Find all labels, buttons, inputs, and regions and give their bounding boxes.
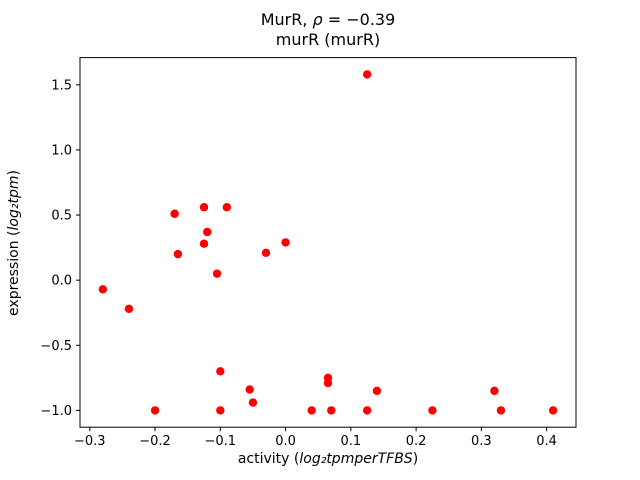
data-point [199,239,209,248]
data-point [212,269,222,278]
data-point [216,406,225,415]
y-axis-label: expression (log₂tpm) [6,133,22,353]
data-point [170,209,179,218]
y-tick-label: 1.5 [51,78,72,93]
x-axis-label-text: activity ( [237,451,300,467]
chart-title-line2: murR (murR) [275,30,381,49]
data-point [362,70,372,79]
title-text: MurR, [260,10,313,29]
data-point [245,385,254,394]
y-tick-label: 0.5 [51,209,72,224]
data-point [124,304,134,314]
data-point [490,386,499,396]
data-point [173,249,183,259]
data-point [428,406,437,415]
data-point [222,203,232,212]
x-tick-label: 0.3 [471,434,492,449]
x-tick-label: 0.2 [406,434,427,449]
data-point [362,406,372,415]
x-tick-label: −0.3 [74,434,106,449]
title-rho-symbol: ρ [312,10,323,29]
data-point [248,398,258,407]
data-point [98,285,108,294]
x-tick-label: 0.1 [340,434,361,449]
data-point [203,227,212,237]
chart-title-line1: MurR, ρ = −0.39 [80,10,576,30]
y-axis-label-close: ) [6,170,22,176]
data-point [216,367,225,376]
x-tick-label: 0.0 [275,434,296,449]
data-point [372,386,382,396]
data-point [496,406,506,415]
x-tick-label: −0.2 [139,434,171,449]
x-tick-label: 0.4 [536,434,557,449]
data-point [261,248,271,258]
data-point [150,406,160,415]
data-point [199,203,209,212]
y-axis-label-math: log₂tpm [6,175,22,231]
x-axis-label-close: ) [412,451,419,467]
data-point [307,406,316,415]
data-point [548,406,558,415]
y-tick-label: 0.0 [51,274,72,289]
data-point [327,406,336,415]
y-tick-label: −1.0 [40,404,72,419]
x-axis-label: activity (log₂tpmperTFBS) [80,451,576,467]
chart-title: MurR, ρ = −0.39 murR (murR) [80,10,576,50]
y-tick-label: −0.5 [40,339,72,354]
x-tick-label: −0.1 [205,434,237,449]
data-point [281,238,290,247]
title-correlation-value: = −0.39 [322,10,396,29]
x-axis-label-math: log₂tpmperTFBS [299,451,413,467]
y-tick-label: 1.0 [51,143,72,158]
y-axis-label-text: expression ( [6,230,22,316]
axes-spines [79,57,577,428]
data-point [323,378,333,388]
